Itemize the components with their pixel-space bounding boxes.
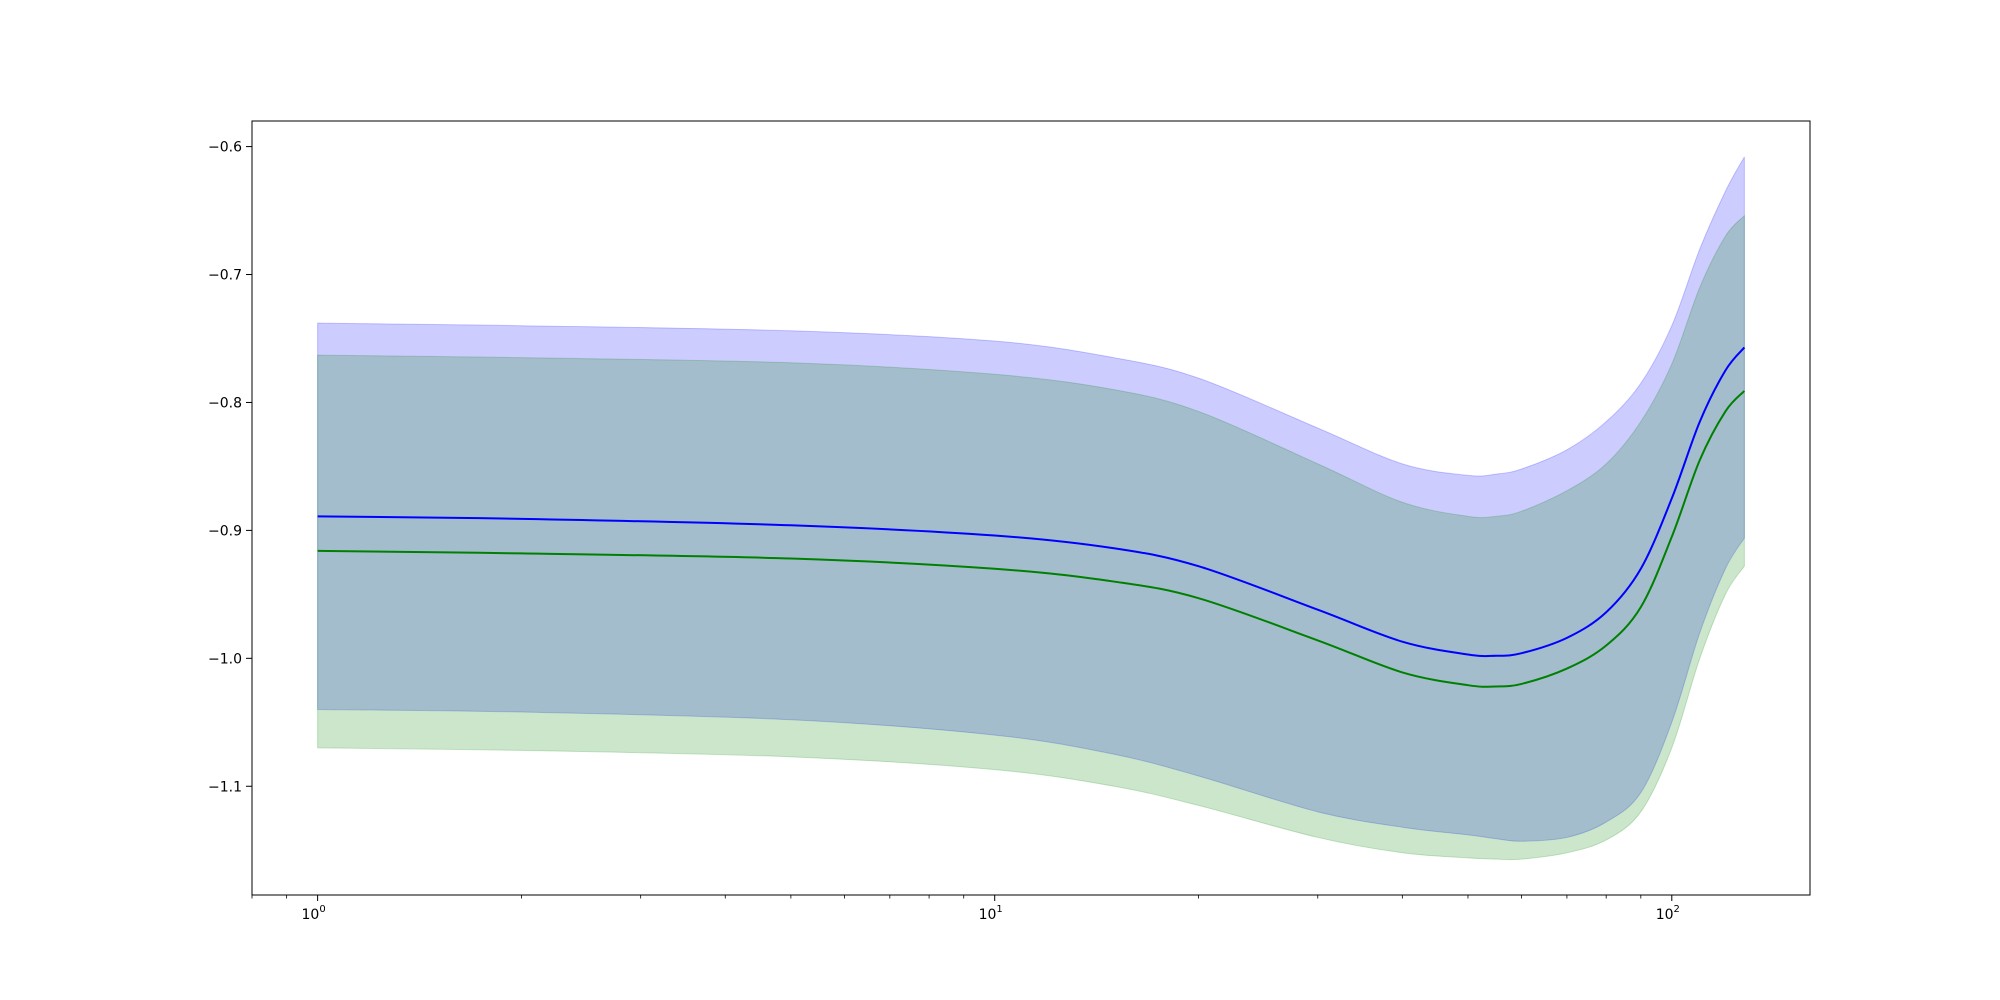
x-tick-label: 100 — [302, 904, 326, 923]
x-tick-label: 102 — [1656, 904, 1680, 923]
series-2-line — [317, 390, 1746, 688]
y-tick-label: −0.9 — [208, 523, 242, 539]
y-axis-ticks: −0.6 −0.7 −0.8 −0.9 −1.0 −1.1 — [208, 140, 252, 795]
confidence-bands — [317, 156, 1745, 861]
y-tick-label: −1.0 — [208, 651, 242, 667]
series-1-band — [317, 156, 1745, 842]
y-tick-label: −0.8 — [208, 395, 242, 411]
series-lines — [317, 346, 1746, 688]
y-tick-label: −0.7 — [208, 268, 242, 284]
y-tick-label: −0.6 — [208, 140, 242, 156]
axes-frame — [251, 120, 1811, 896]
x-tick-label: 101 — [979, 904, 1003, 923]
series-1-line — [317, 346, 1746, 658]
x-axis-ticks: 100 101 102 — [251, 895, 1680, 923]
y-tick-label: −1.1 — [208, 779, 242, 795]
